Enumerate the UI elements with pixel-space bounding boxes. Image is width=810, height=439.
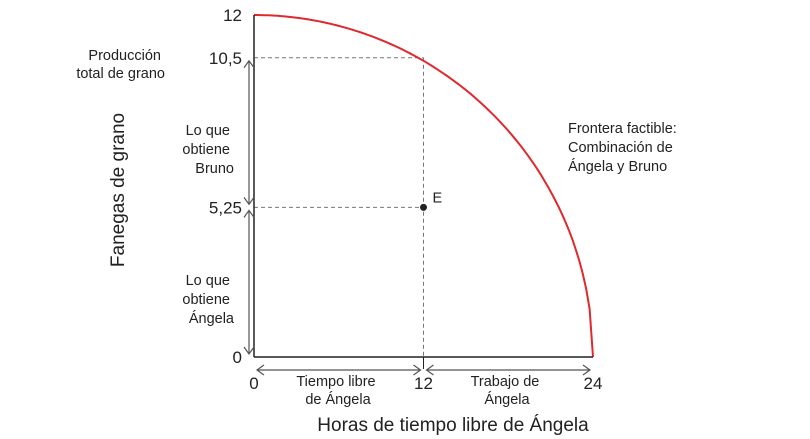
point-e-label: E: [433, 190, 443, 206]
y-tick-label: 12: [223, 6, 242, 25]
angela-share-label: Lo que obtiene Ángela: [182, 273, 235, 327]
y-tick-label: 10,5: [209, 49, 242, 68]
y-tick-label: 5,25: [209, 198, 242, 217]
work-arrow: [425, 364, 592, 376]
work-label: Trabajo de Ángela: [471, 374, 544, 408]
point-e-marker: [420, 203, 427, 211]
x-tick-label: 24: [584, 374, 603, 393]
bracket-arrows: [243, 59, 592, 376]
total-grain-label: Producción total de grano: [76, 48, 165, 82]
feasible-frontier-curve: [254, 14, 594, 358]
x-tick-label: 12: [414, 374, 433, 393]
y-tick-label: 0: [233, 348, 242, 367]
x-axis-title: Horas de tiempo libre de Ángela: [317, 415, 589, 436]
free-time-label: Tiempo libre de Ángela: [296, 374, 379, 408]
bruno-share-label: Lo que obtiene Bruno: [182, 123, 234, 177]
x-tick-label: 0: [249, 374, 258, 393]
guide-lines: [254, 57, 424, 369]
bruno-share-arrow: [243, 59, 255, 206]
free-time-arrow: [255, 364, 422, 376]
angela-share-arrow: [243, 209, 255, 356]
tick-labels: 12 10,5 5,25 00 12 24: [209, 6, 603, 393]
y-axis-title: Fanegas de grano: [108, 113, 129, 267]
frontier-label: Frontera factible: Combinación de Ángela…: [568, 121, 681, 175]
